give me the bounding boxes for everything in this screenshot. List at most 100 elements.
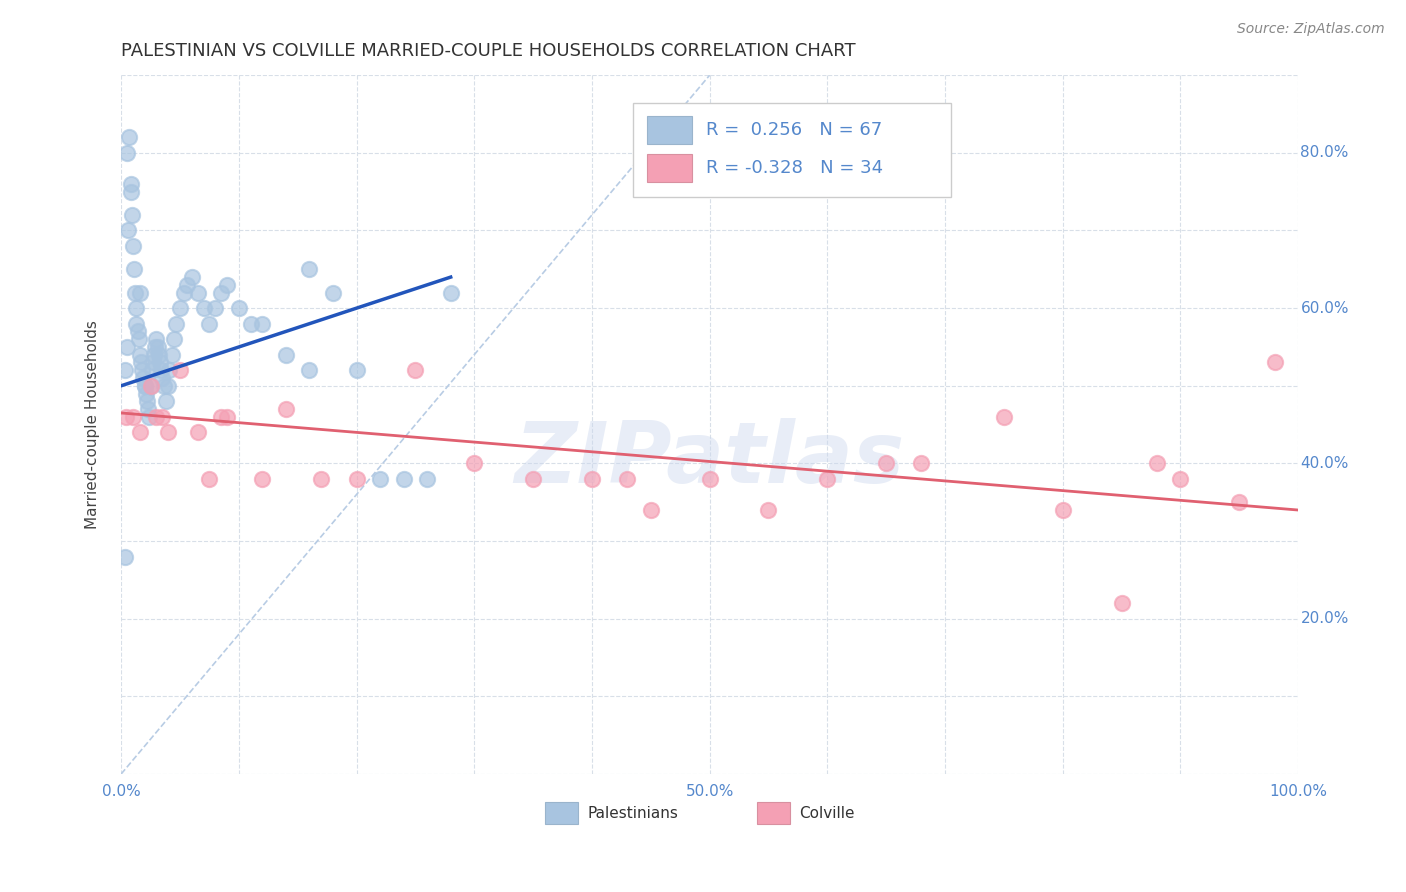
Point [150, 409, 173, 424]
Text: 60.0%: 60.0% [1301, 301, 1348, 316]
Point [149, 355, 172, 369]
Point [309, 472, 332, 486]
Point [136, 394, 159, 409]
Text: 40.0%: 40.0% [1301, 456, 1348, 471]
FancyBboxPatch shape [756, 802, 790, 824]
Point [132, 371, 155, 385]
Point [143, 348, 166, 362]
Point [128, 332, 150, 346]
Point [198, 472, 221, 486]
Point [616, 472, 638, 486]
Point [120, 177, 142, 191]
Point [640, 503, 662, 517]
Point [1052, 503, 1074, 517]
Point [118, 130, 141, 145]
Text: Source: ZipAtlas.com: Source: ZipAtlas.com [1237, 22, 1385, 37]
Point [215, 277, 238, 292]
Text: R = -0.328   N = 34: R = -0.328 N = 34 [706, 159, 883, 178]
Point [176, 277, 198, 292]
Point [815, 472, 838, 486]
Point [131, 363, 153, 377]
FancyBboxPatch shape [647, 154, 692, 182]
Point [145, 332, 167, 346]
Point [165, 317, 187, 331]
Point [215, 409, 238, 424]
Point [346, 472, 368, 486]
Point [187, 285, 209, 300]
Point [155, 394, 177, 409]
Point [193, 301, 215, 315]
Point [148, 348, 170, 362]
Point [122, 409, 145, 424]
Text: ZIPatlas: ZIPatlas [515, 418, 905, 501]
Point [463, 457, 485, 471]
FancyBboxPatch shape [546, 802, 578, 824]
Point [139, 379, 162, 393]
Point [1227, 495, 1250, 509]
Point [139, 379, 162, 393]
Point [124, 285, 146, 300]
Point [136, 402, 159, 417]
Point [1146, 457, 1168, 471]
Point [121, 208, 143, 222]
Point [993, 409, 1015, 424]
Point [129, 425, 152, 440]
Point [152, 379, 174, 393]
Point [404, 363, 426, 377]
Point [173, 285, 195, 300]
Point [150, 363, 173, 377]
Point [117, 223, 139, 237]
FancyBboxPatch shape [633, 103, 950, 197]
Point [125, 317, 148, 331]
Point [146, 340, 169, 354]
Point [129, 355, 152, 369]
Text: 80.0%: 80.0% [1301, 145, 1348, 161]
Point [298, 363, 321, 377]
Point [127, 325, 149, 339]
Point [274, 402, 297, 417]
Text: Palestinians: Palestinians [588, 805, 678, 821]
Point [129, 285, 152, 300]
FancyBboxPatch shape [647, 116, 692, 144]
Text: 20.0%: 20.0% [1301, 611, 1348, 626]
Point [416, 472, 439, 486]
Point [115, 409, 138, 424]
Point [1111, 596, 1133, 610]
Point [142, 355, 165, 369]
Point [160, 348, 183, 362]
Point [157, 363, 180, 377]
Point [252, 472, 274, 486]
Point [122, 262, 145, 277]
Point [522, 472, 544, 486]
Point [145, 409, 167, 424]
Point [252, 317, 274, 331]
Point [163, 332, 186, 346]
Point [209, 285, 232, 300]
Point [134, 379, 156, 393]
Point [114, 549, 136, 564]
Point [581, 472, 603, 486]
Point [180, 270, 202, 285]
Point [875, 457, 897, 471]
Point [157, 425, 180, 440]
Point [699, 472, 721, 486]
Point [169, 301, 191, 315]
Point [910, 457, 932, 471]
Point [157, 379, 180, 393]
Point [115, 145, 138, 160]
Point [440, 285, 463, 300]
Point [368, 472, 391, 486]
Point [120, 185, 142, 199]
Point [114, 363, 136, 377]
Point [239, 317, 262, 331]
Text: Colville: Colville [799, 805, 855, 821]
Point [141, 363, 163, 377]
Point [392, 472, 415, 486]
Point [143, 340, 166, 354]
Point [150, 371, 173, 385]
Point [204, 301, 226, 315]
Point [198, 317, 221, 331]
Point [1170, 472, 1192, 486]
Point [169, 363, 191, 377]
Point [125, 301, 148, 315]
